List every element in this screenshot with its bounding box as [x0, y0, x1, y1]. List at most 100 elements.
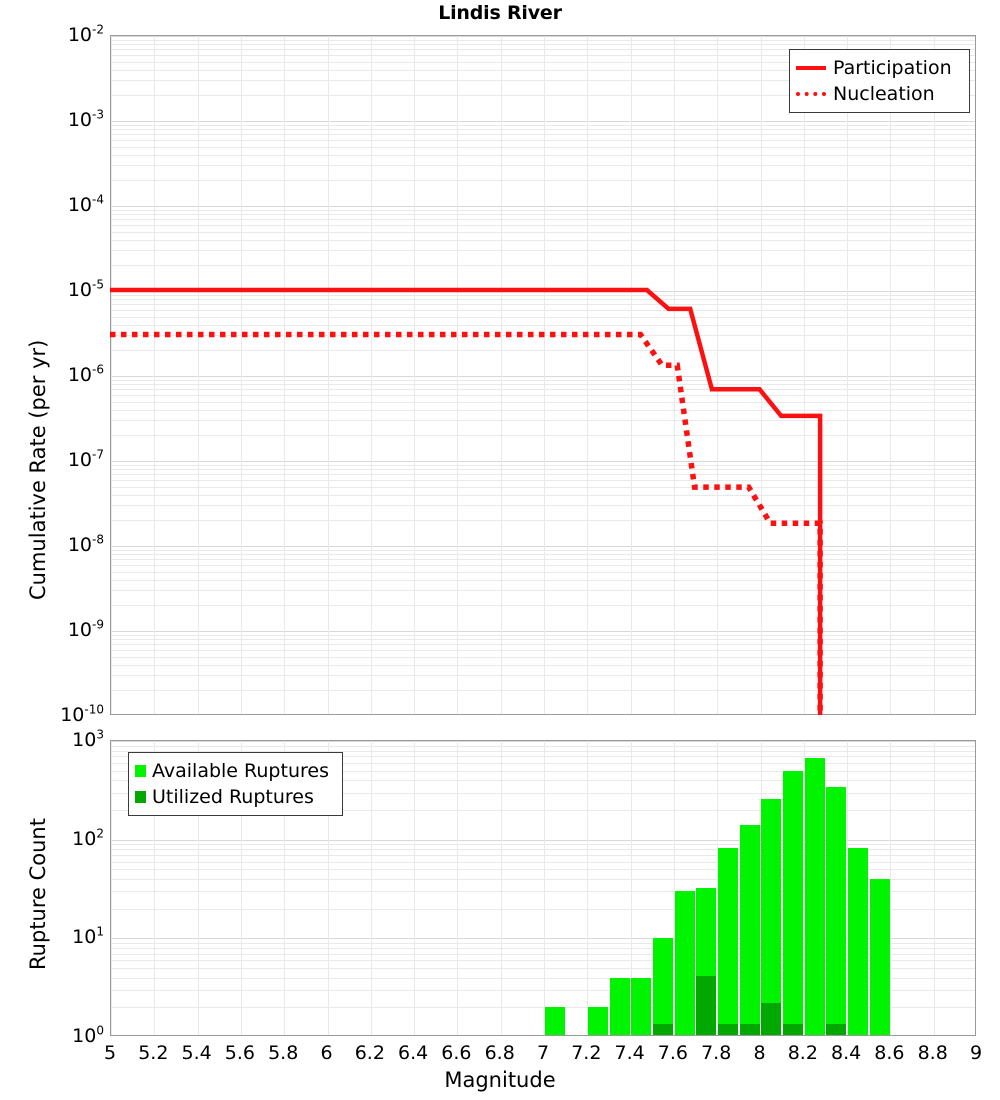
x-tick-label: 8.2: [787, 1042, 818, 1064]
top-y-axis-title: Cumulative Rate (per yr): [26, 339, 50, 600]
gridline-horizontal: [111, 224, 975, 226]
top-legend: Participation Nucleation: [789, 49, 970, 113]
bar-utilized-ruptures: [782, 1024, 803, 1035]
gridline-horizontal: [111, 938, 975, 940]
gridline-horizontal: [111, 1007, 975, 1009]
gridline-horizontal: [111, 394, 975, 396]
gridline-vertical: [803, 741, 805, 1035]
bar-available-ruptures: [674, 891, 695, 1035]
gridline-horizontal: [111, 61, 975, 63]
gridline-horizontal: [111, 324, 975, 326]
gridline-horizontal: [111, 154, 975, 156]
y-tick-label: 10-9: [67, 617, 104, 641]
bar-available-ruptures: [609, 977, 630, 1035]
bar-available-ruptures: [804, 757, 825, 1035]
gridline-horizontal: [111, 486, 975, 488]
gridline-horizontal: [111, 265, 975, 267]
nucleation-line-icon: [796, 92, 826, 96]
x-tick-label: 5.2: [138, 1042, 169, 1064]
gridline-vertical: [847, 36, 849, 714]
legend-label-utilized-ruptures: Utilized Ruptures: [152, 786, 314, 808]
gridline-horizontal: [111, 854, 975, 856]
gridline-horizontal: [111, 474, 975, 476]
gridline-horizontal: [111, 36, 975, 37]
page-title: Lindis River: [438, 2, 562, 24]
gridline-horizontal: [111, 968, 975, 970]
gridline-horizontal: [111, 379, 975, 381]
gridline-horizontal: [111, 745, 975, 747]
gridline-vertical: [284, 741, 286, 1035]
gridline-horizontal: [111, 947, 975, 949]
gridline-horizontal: [111, 165, 975, 167]
gridline-vertical: [847, 741, 849, 1035]
x-tick-label: 6.4: [397, 1042, 429, 1064]
gridline-horizontal: [111, 239, 975, 241]
gridline-horizontal: [111, 309, 975, 311]
gridline-horizontal: [111, 39, 975, 41]
gridline-horizontal: [111, 839, 975, 841]
gridline-horizontal: [111, 762, 975, 764]
gridline-horizontal: [111, 304, 975, 306]
x-tick-label: 5.8: [268, 1042, 299, 1064]
y-tick-label: 10-7: [67, 447, 104, 471]
x-tick-label: 8.8: [917, 1042, 948, 1064]
y-tick-label: 10-4: [67, 192, 104, 216]
gridline-vertical: [240, 741, 242, 1035]
x-tick-label: 8: [753, 1042, 766, 1064]
gridline-horizontal: [111, 214, 975, 216]
x-tick-label: 5.6: [224, 1042, 255, 1064]
gridline-horizontal: [111, 869, 975, 871]
gridline-vertical: [370, 36, 372, 714]
gridline-horizontal: [111, 756, 975, 758]
gridline-horizontal: [111, 564, 975, 566]
gridline-vertical: [457, 741, 459, 1035]
gridline-horizontal: [111, 861, 975, 863]
gridline-vertical: [544, 36, 545, 714]
gridline-horizontal: [111, 908, 975, 910]
gridline-vertical: [197, 36, 199, 714]
gridline-horizontal: [111, 546, 975, 547]
x-tick-label: 7.8: [701, 1042, 732, 1064]
bar-available-ruptures: [739, 825, 760, 1035]
cumulative-rate-plot: [110, 35, 976, 715]
gridline-horizontal: [111, 494, 975, 496]
gridline-horizontal: [111, 206, 975, 207]
gridline-horizontal: [111, 554, 975, 556]
gridline-horizontal: [111, 461, 975, 462]
gridline-vertical: [890, 741, 892, 1035]
x-tick-label: 6.8: [484, 1042, 515, 1064]
y-tick-label: 10-6: [67, 362, 104, 386]
gridline-horizontal: [111, 750, 975, 752]
gridline-horizontal: [111, 401, 975, 403]
gridline-vertical: [111, 741, 112, 1035]
gridline-horizontal: [111, 792, 975, 794]
gridline-horizontal: [111, 435, 975, 437]
gridline-horizontal: [111, 960, 975, 962]
available-ruptures-swatch-icon: [135, 765, 146, 777]
x-tick-label: 5: [103, 1042, 117, 1064]
gridline-vertical: [284, 36, 286, 714]
gridline-vertical: [760, 36, 762, 714]
gridline-horizontal: [111, 350, 975, 352]
gridline-horizontal: [111, 316, 975, 318]
x-tick-label: 6.6: [441, 1042, 472, 1064]
y-tick-label: 10-2: [67, 22, 104, 46]
gridline-horizontal: [111, 989, 975, 991]
gridline-horizontal: [111, 376, 975, 377]
gridline-vertical: [500, 36, 502, 714]
gridline-vertical: [500, 741, 502, 1035]
gridline-horizontal: [111, 675, 975, 677]
gridline-vertical: [111, 36, 112, 714]
gridline-vertical: [544, 741, 545, 1035]
gridline-horizontal: [111, 219, 975, 221]
gridline-vertical: [760, 741, 762, 1035]
gridline-horizontal: [111, 409, 975, 411]
gridline-horizontal: [111, 209, 975, 211]
bar-available-ruptures: [718, 848, 739, 1035]
gridline-horizontal: [111, 389, 975, 391]
gridline-horizontal: [111, 809, 975, 811]
x-tick-label: 7: [536, 1042, 550, 1064]
gridline-horizontal: [111, 605, 975, 607]
gridline-horizontal: [111, 631, 975, 632]
gridline-vertical: [933, 741, 935, 1035]
